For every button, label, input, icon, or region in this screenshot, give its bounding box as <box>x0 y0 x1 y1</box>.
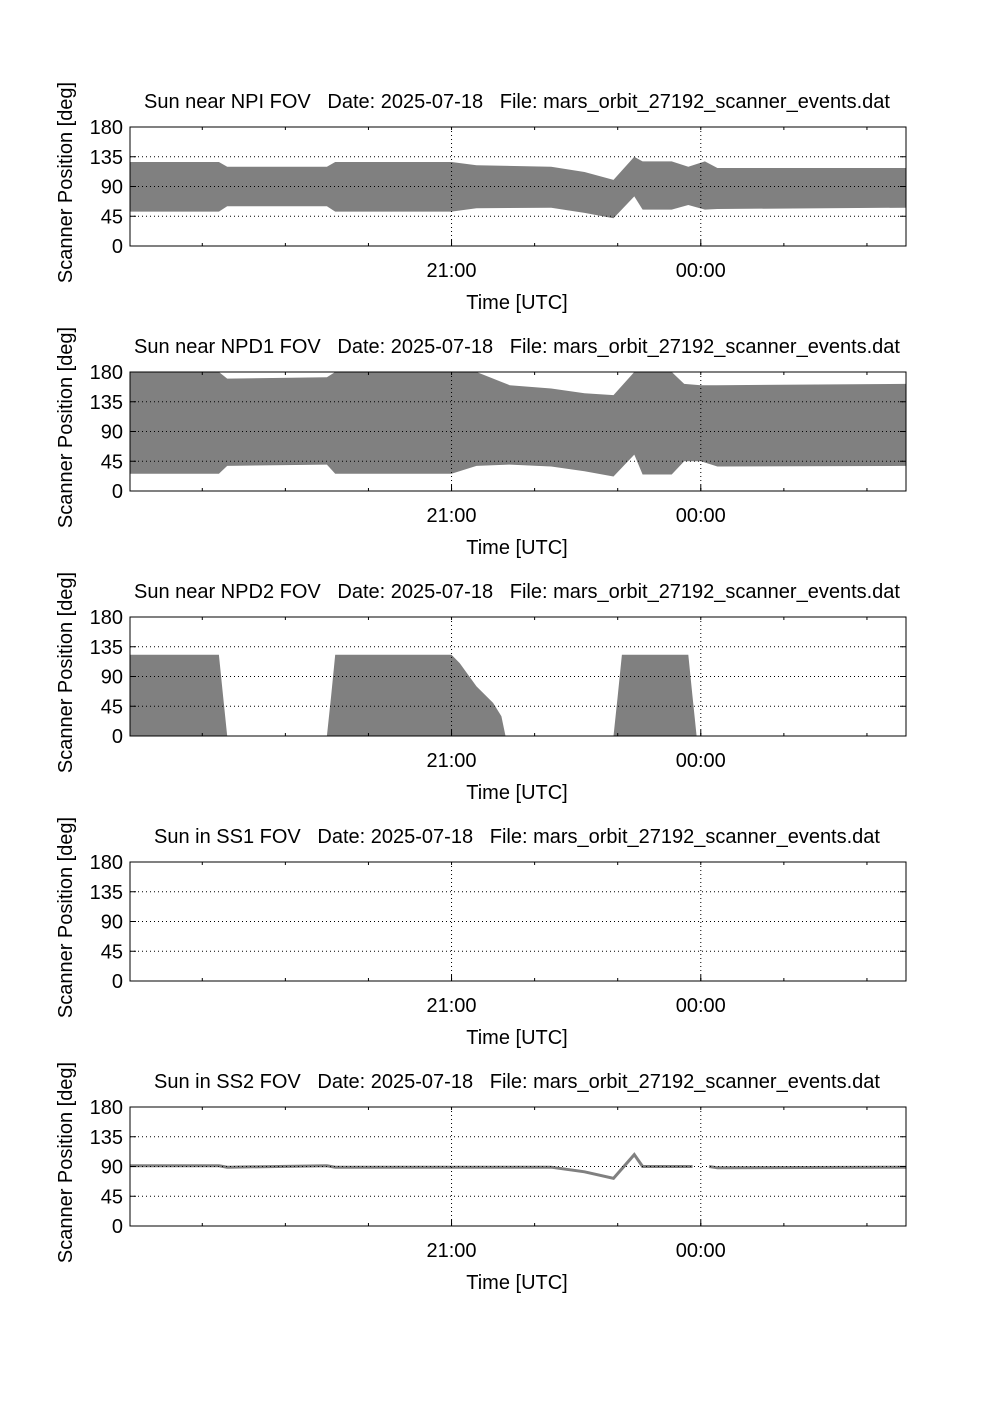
x-tick-label: 00:00 <box>676 995 726 1017</box>
x-tick-label: 21:00 <box>427 260 477 282</box>
series-band-1 <box>130 372 906 477</box>
y-tick-label: 0 <box>112 726 123 748</box>
y-tick-label: 180 <box>90 1097 123 1119</box>
y-tick-label: 0 <box>112 1216 123 1238</box>
y-tick-label: 45 <box>101 1186 123 1208</box>
y-tick-label: 135 <box>90 1127 123 1149</box>
chart-title: Sun in SS1 FOV Date: 2025-07-18 File: ma… <box>154 826 880 848</box>
y-tick-label: 180 <box>90 117 123 139</box>
x-axis-label: Time [UTC] <box>466 292 567 314</box>
y-tick-label: 90 <box>101 177 123 199</box>
x-tick-label: 00:00 <box>676 505 726 527</box>
panel-2: 0 45 90 135 180 21:00 00:00 Sun near NPD1 FOV D… <box>55 327 907 559</box>
y-tick-label: 45 <box>101 696 123 718</box>
y-tick-label: 0 <box>112 481 123 503</box>
y-axis-label: Scanner Position [deg] <box>55 327 77 528</box>
x-axis-label: Time [UTC] <box>466 1027 567 1049</box>
x-axis-label: Time [UTC] <box>466 782 567 804</box>
y-tick-label: 0 <box>112 971 123 993</box>
x-tick-label: 21:00 <box>427 505 477 527</box>
x-tick-label: 21:00 <box>427 995 477 1017</box>
panel-3: 0 45 90 135 180 21:00 00:00 Sun near NPD2 FOV D… <box>55 572 907 804</box>
chart-title: Sun near NPD2 FOV Date: 2025-07-18 File:… <box>134 581 900 603</box>
y-tick-label: 135 <box>90 392 123 414</box>
y-tick-label: 135 <box>90 637 123 659</box>
chart-title: Sun in SS2 FOV Date: 2025-07-18 File: ma… <box>154 1071 880 1093</box>
series-line-2 <box>708 1165 907 1170</box>
panel-5: 0 45 90 135 180 21:00 00:00 Sun in SS2 FOV Date… <box>55 1062 907 1294</box>
series-line-1 <box>130 1152 693 1181</box>
y-axis-label: Scanner Position [deg] <box>55 572 77 773</box>
y-axis-label: Scanner Position [deg] <box>55 82 77 283</box>
x-tick-label: 00:00 <box>676 1240 726 1262</box>
panel-4: 0 45 90 135 180 21:00 00:00 Sun in SS1 FOV Date… <box>55 817 907 1049</box>
y-tick-label: 45 <box>101 941 123 963</box>
x-axis-label: Time [UTC] <box>466 537 567 559</box>
y-tick-label: 90 <box>101 1157 123 1179</box>
x-tick-label: 21:00 <box>427 1240 477 1262</box>
y-tick-label: 45 <box>101 451 123 473</box>
y-tick-label: 135 <box>90 882 123 904</box>
x-tick-label: 00:00 <box>676 260 726 282</box>
y-tick-label: 135 <box>90 147 123 169</box>
y-tick-label: 90 <box>101 422 123 444</box>
y-tick-label: 180 <box>90 362 123 384</box>
y-tick-label: 45 <box>101 206 123 228</box>
chart-title: Sun near NPI FOV Date: 2025-07-18 File: … <box>144 91 890 113</box>
y-tick-label: 90 <box>101 912 123 934</box>
series-band-1 <box>130 654 228 736</box>
series-band-1 <box>130 156 906 219</box>
x-tick-label: 00:00 <box>676 750 726 772</box>
y-axis-label: Scanner Position [deg] <box>55 817 77 1018</box>
y-axis-label: Scanner Position [deg] <box>55 1062 77 1263</box>
chart-title: Sun near NPD1 FOV Date: 2025-07-18 File:… <box>134 336 900 358</box>
x-tick-label: 21:00 <box>427 750 477 772</box>
y-tick-label: 180 <box>90 852 123 874</box>
y-tick-label: 180 <box>90 607 123 629</box>
series-band-2 <box>326 654 506 736</box>
y-tick-label: 90 <box>101 667 123 689</box>
series-band-3 <box>613 654 697 736</box>
y-tick-label: 0 <box>112 236 123 258</box>
panel-1: 0 45 90 135 180 21:00 00:00 Sun near NPI FOV Da… <box>55 82 907 314</box>
x-axis-label: Time [UTC] <box>466 1272 567 1294</box>
